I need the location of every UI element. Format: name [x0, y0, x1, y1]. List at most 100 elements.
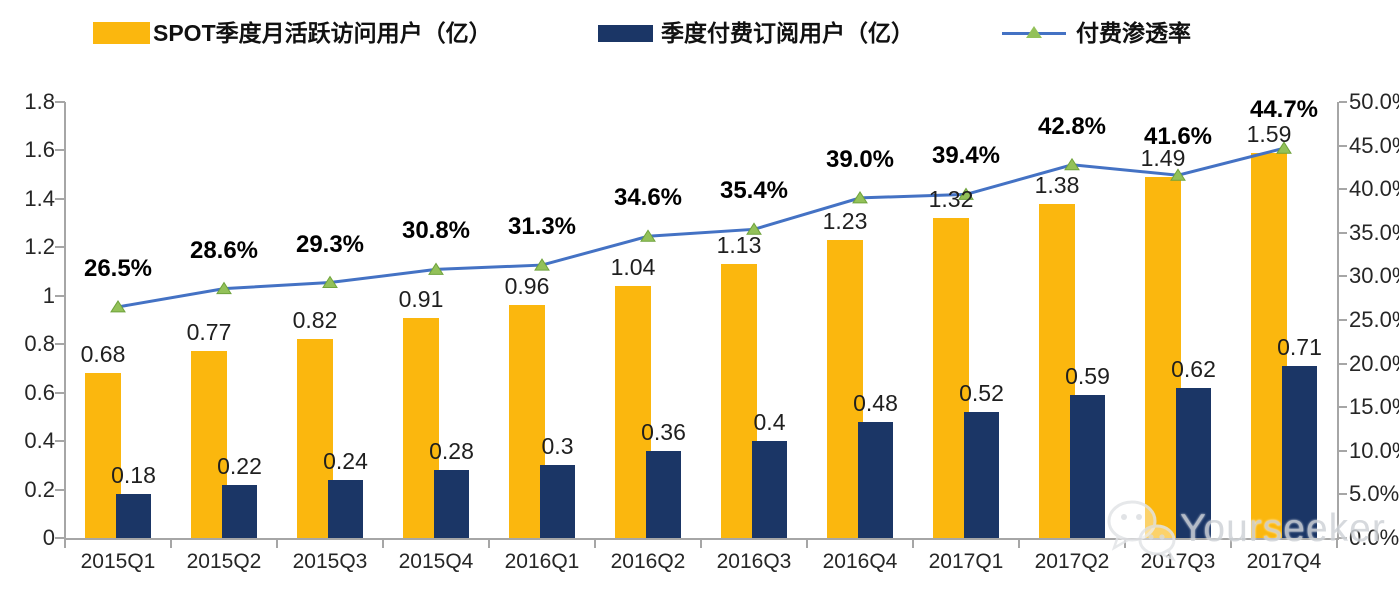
- right-axis-tick-label: 30.0%: [1349, 263, 1399, 289]
- x-axis-category-label: 2016Q4: [822, 550, 898, 573]
- penetration-value-label: 30.8%: [401, 217, 471, 245]
- left-axis-tick: [55, 197, 65, 200]
- bar-subs-value-label: 0.48: [853, 389, 898, 416]
- right-axis-tick: [1339, 319, 1347, 321]
- bar-subs: [222, 484, 257, 538]
- bar-subs-value-label: 0.18: [111, 462, 156, 489]
- watermark: Yourseeker: [1104, 496, 1386, 562]
- bar-mau-value-label: 0.96: [504, 273, 550, 300]
- bar-subs-value-label: 0.59: [1065, 363, 1110, 390]
- x-axis-category-label: 2015Q2: [186, 550, 262, 573]
- legend-item-subs: 季度付费订阅用户（亿）: [598, 18, 914, 48]
- left-axis-line: [64, 102, 66, 539]
- penetration-value-label: 44.7%: [1249, 96, 1319, 124]
- bar-subs: [1282, 366, 1317, 538]
- right-axis-tick: [1339, 449, 1347, 452]
- bar-mau-value-label: 1.38: [1034, 171, 1080, 198]
- x-axis-tick: [170, 540, 172, 548]
- x-axis-category-label: 2017Q3: [1140, 550, 1216, 573]
- line-marker-triangle: [534, 258, 550, 271]
- penetration-value-label: 39.0%: [825, 145, 895, 173]
- bar-subs-value-label: 0.3: [541, 433, 574, 460]
- x-axis-category-label: 2016Q2: [610, 550, 686, 573]
- x-axis-tick: [594, 540, 596, 548]
- bar-mau: [191, 351, 227, 538]
- right-axis-tick-label: 0.0%: [1349, 525, 1399, 550]
- x-axis-tick: [1230, 540, 1232, 548]
- line-marker-triangle: [1064, 157, 1080, 171]
- left-axis-tick-label: 1.6: [24, 137, 55, 163]
- bar-mau: [509, 305, 545, 538]
- right-axis-tick: [1339, 101, 1347, 103]
- left-axis-tick-label: 0.8: [24, 331, 55, 357]
- bar-subs: [1070, 395, 1105, 538]
- bar-subs: [1176, 387, 1211, 538]
- bar-mau: [85, 373, 121, 538]
- right-axis-line: [1337, 102, 1339, 539]
- x-axis-category-label: 2016Q1: [504, 550, 580, 573]
- left-axis-tick-label: 1.8: [24, 89, 55, 114]
- legend-label-subs: 季度付费订阅用户（亿）: [661, 20, 914, 46]
- left-axis-tick-label: 0.2: [24, 476, 55, 502]
- bar-mau: [403, 317, 439, 538]
- right-axis-tick-label: 10.0%: [1349, 437, 1399, 463]
- penetration-value-label: 26.5%: [83, 254, 153, 282]
- right-axis-tick-label: 5.0%: [1349, 481, 1399, 507]
- bar-mau-value-label: 0.77: [186, 319, 232, 346]
- x-axis-tick: [700, 540, 702, 548]
- penetration-line-path: [117, 146, 1285, 309]
- x-axis-tick: [1124, 540, 1126, 548]
- line-marker-triangle: [428, 262, 444, 275]
- left-axis-tick: [55, 246, 65, 249]
- x-axis-tick: [806, 540, 808, 548]
- x-axis-category-label: 2015Q4: [398, 550, 474, 573]
- right-axis-tick-label: 35.0%: [1349, 219, 1399, 245]
- wechat-icon: [1107, 500, 1176, 562]
- x-axis-category-label: 2015Q3: [292, 550, 368, 573]
- x-axis-category-label: 2017Q2: [1034, 550, 1110, 573]
- watermark-text: Yourseeker: [1180, 507, 1386, 550]
- penetration-value-label: 29.3%: [295, 230, 365, 258]
- penetration-value-label: 31.3%: [507, 213, 577, 241]
- right-axis-tick: [1339, 275, 1347, 278]
- left-axis-tick-label: 1: [42, 282, 55, 308]
- left-axis-tick: [55, 101, 65, 103]
- bar-mau: [721, 264, 757, 538]
- x-axis-tick: [912, 540, 914, 548]
- penetration-value-label: 34.6%: [613, 184, 683, 212]
- right-axis-tick: [1339, 231, 1347, 234]
- left-axis-tick: [55, 391, 65, 394]
- x-axis-tick: [64, 540, 66, 548]
- bar-subs-value-label: 0.4: [753, 409, 786, 436]
- bar-mau: [615, 286, 651, 538]
- right-axis-tick-label: 40.0%: [1349, 176, 1399, 202]
- bar-subs-value-label: 0.22: [217, 452, 262, 479]
- bar-subs-value-label: 0.71: [1277, 334, 1322, 361]
- legend-label-mau: SPOT季度月活跃访问用户（亿）: [153, 20, 492, 46]
- bar-subs: [646, 450, 681, 538]
- x-axis-category-label: 2016Q3: [716, 550, 792, 573]
- bar-subs: [964, 412, 999, 538]
- bar-mau: [297, 339, 333, 538]
- left-axis-tick: [55, 149, 65, 152]
- x-axis-tick: [276, 540, 278, 548]
- bar-subs-value-label: 0.36: [641, 418, 686, 445]
- right-axis-tick-label: 25.0%: [1349, 307, 1399, 332]
- bar-mau-value-label: 1.13: [716, 232, 762, 259]
- right-axis-tick: [1339, 406, 1347, 409]
- line-marker-triangle: [640, 229, 656, 242]
- bar-mau-value-label: 0.82: [292, 307, 338, 334]
- left-axis-tick-label: 1.2: [24, 234, 55, 260]
- legend-item-penetration: 付费渗透率: [1002, 18, 1191, 48]
- right-axis-tick-label: 45.0%: [1349, 132, 1399, 158]
- x-axis-category-label: 2017Q1: [928, 550, 1004, 573]
- penetration-value-label: 42.8%: [1037, 112, 1107, 140]
- bar-subs-value-label: 0.24: [323, 447, 368, 474]
- bar-subs: [858, 421, 893, 538]
- bar-mau-value-label: 1.23: [822, 208, 868, 235]
- bar-subs: [328, 479, 363, 538]
- right-axis-tick-label: 20.0%: [1349, 350, 1399, 376]
- penetration-value-label: 35.4%: [719, 177, 789, 205]
- x-axis-category-label: 2015Q1: [80, 550, 156, 573]
